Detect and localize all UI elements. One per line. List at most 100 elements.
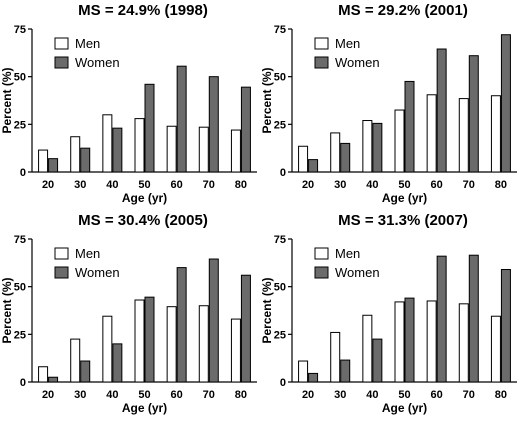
x-tick-label: 30 — [74, 389, 86, 401]
x-tick-label: 40 — [366, 389, 378, 401]
legend-swatch-women — [314, 56, 329, 69]
x-axis-label: Age (yr) — [382, 191, 427, 205]
legend-label-women: Women — [335, 55, 380, 70]
bar-women-40 — [372, 338, 383, 383]
bar-women-20 — [48, 158, 59, 173]
bar-women-60 — [436, 48, 447, 173]
x-tick-label: 20 — [42, 179, 54, 191]
legend-label-women: Women — [75, 265, 120, 280]
bar-men-60 — [426, 300, 437, 383]
chart-title: MS = 30.4% (2005) — [78, 212, 208, 229]
x-tick-label: 60 — [171, 389, 183, 401]
bar-men-60 — [166, 125, 177, 173]
y-tick-label: 50 — [274, 72, 286, 84]
bar-men-20 — [38, 366, 49, 383]
x-tick-label: 60 — [431, 389, 443, 401]
bar-women-30 — [340, 142, 351, 173]
bar-women-60 — [176, 267, 187, 383]
y-tick-label: 75 — [14, 234, 26, 246]
x-axis-label: Age (yr) — [382, 401, 427, 415]
x-tick-label: 50 — [398, 389, 410, 401]
legend-label-men: Men — [75, 246, 100, 261]
bar-women-40 — [112, 343, 123, 383]
bar-women-80 — [240, 274, 251, 383]
legend-label-women: Women — [335, 265, 380, 280]
x-tick-label: 70 — [203, 389, 215, 401]
bar-men-20 — [298, 360, 309, 383]
bar-men-20 — [298, 145, 309, 173]
y-tick-label: 0 — [20, 377, 26, 389]
y-tick-label: 25 — [14, 119, 26, 131]
chart-title: MS = 31.3% (2007) — [338, 212, 468, 229]
chart-title: MS = 29.2% (2001) — [338, 2, 468, 19]
x-tick-label: 80 — [235, 179, 247, 191]
bar-women-30 — [80, 360, 91, 383]
x-tick-label: 70 — [203, 179, 215, 191]
chart-panel-2: MS = 29.2% (2001) 0 25 50 75 Percent (%) 20 30 4… — [260, 2, 517, 205]
y-axis-label: Percent (%) — [0, 67, 14, 133]
bar-men-60 — [426, 94, 437, 173]
bar-women-50 — [144, 83, 155, 173]
legend-swatch-women — [314, 266, 329, 279]
x-tick-label: 40 — [366, 179, 378, 191]
y-tick-label: 0 — [280, 377, 286, 389]
y-tick-label: 75 — [274, 234, 286, 246]
bar-women-70 — [208, 76, 219, 173]
legend-swatch-men — [54, 247, 69, 260]
bar-men-20 — [38, 149, 49, 173]
x-tick-label: 80 — [235, 389, 247, 401]
bar-women-50 — [144, 296, 155, 383]
y-tick-label: 0 — [20, 167, 26, 179]
legend-swatch-men — [314, 37, 329, 50]
legend-label-men: Men — [75, 36, 100, 51]
y-tick-label: 0 — [280, 167, 286, 179]
bar-men-30 — [330, 331, 341, 383]
bar-men-80 — [490, 315, 501, 383]
legend-label-men: Men — [335, 246, 360, 261]
x-tick-label: 40 — [106, 389, 118, 401]
x-tick-label: 40 — [106, 179, 118, 191]
chart-title: MS = 24.9% (1998) — [78, 2, 208, 19]
bar-men-40 — [102, 114, 113, 173]
y-tick-label: 75 — [274, 24, 286, 36]
chart-panel-4: MS = 31.3% (2007) 0 25 50 75 Percent (%) 20 30 4… — [260, 212, 517, 415]
bar-men-30 — [70, 338, 81, 383]
x-tick-label: 50 — [138, 179, 150, 191]
bar-men-30 — [330, 132, 341, 173]
x-axis-label: Age (yr) — [122, 191, 167, 205]
bar-men-50 — [394, 301, 405, 383]
x-tick-label: 50 — [398, 179, 410, 191]
y-tick-label: 25 — [274, 329, 286, 341]
bar-men-70 — [198, 305, 209, 383]
bar-men-40 — [102, 315, 113, 383]
y-axis-label: Percent (%) — [260, 277, 274, 343]
x-tick-label: 20 — [302, 389, 314, 401]
bar-men-50 — [134, 299, 145, 383]
x-tick-label: 30 — [334, 389, 346, 401]
x-tick-label: 30 — [74, 179, 86, 191]
bar-women-60 — [436, 255, 447, 383]
x-tick-label: 80 — [495, 179, 507, 191]
chart-panel-1: MS = 24.9% (1998) 0 25 50 75 Percent (%) 20 30 4… — [0, 2, 257, 205]
bar-women-20 — [308, 159, 319, 173]
legend-swatch-men — [314, 247, 329, 260]
y-tick-label: 75 — [14, 24, 26, 36]
bar-women-40 — [112, 127, 123, 173]
bar-women-70 — [208, 258, 219, 383]
bar-men-80 — [490, 95, 501, 173]
y-tick-label: 50 — [274, 282, 286, 294]
x-axis-label: Age (yr) — [122, 401, 167, 415]
legend-swatch-men — [54, 37, 69, 50]
bar-women-30 — [340, 359, 351, 383]
bar-women-80 — [500, 34, 511, 173]
y-tick-label: 50 — [14, 72, 26, 84]
bar-men-70 — [458, 98, 469, 173]
bar-men-70 — [198, 126, 209, 173]
x-tick-label: 70 — [463, 389, 475, 401]
bar-women-30 — [80, 147, 91, 173]
bar-men-40 — [362, 120, 373, 173]
legend-label-women: Women — [75, 55, 120, 70]
x-tick-label: 70 — [463, 179, 475, 191]
x-tick-label: 50 — [138, 389, 150, 401]
